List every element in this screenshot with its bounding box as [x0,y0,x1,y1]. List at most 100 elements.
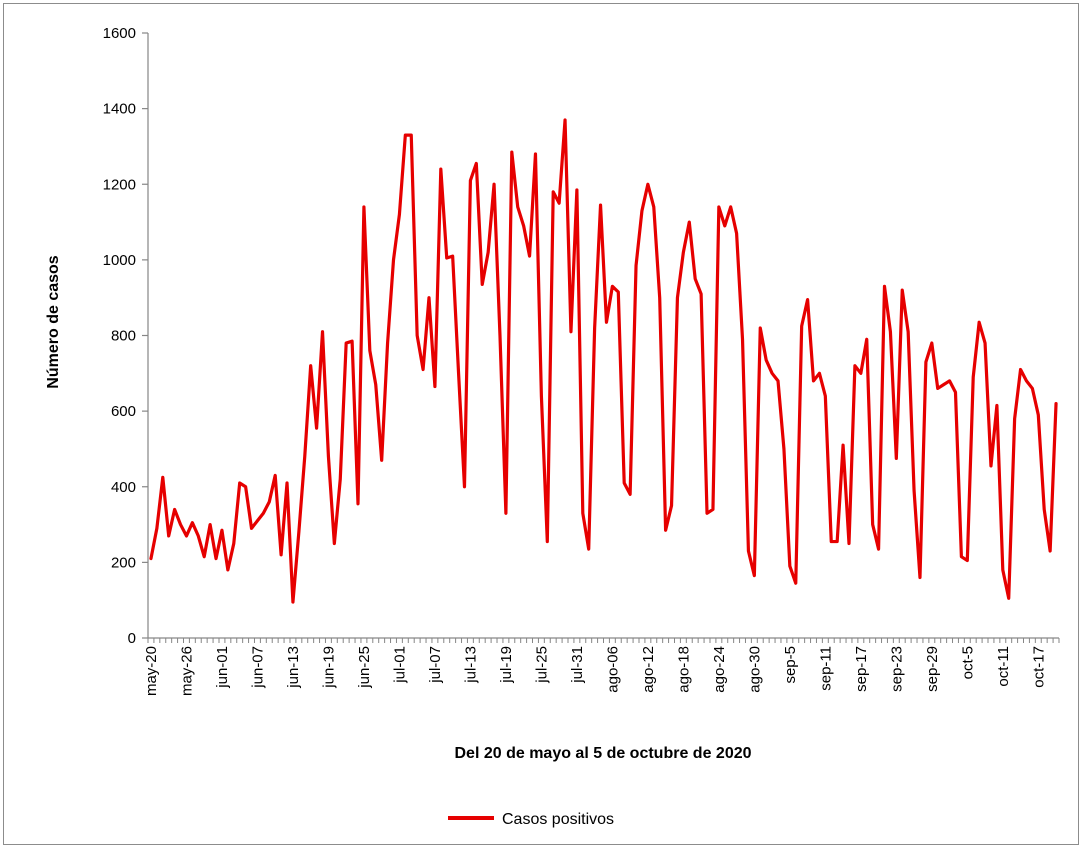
data-point [528,254,531,258]
data-point [557,201,561,205]
data-point [540,394,543,398]
data-point [688,220,691,224]
data-point [847,542,851,545]
data-point [605,321,608,324]
y-tick-label: 0 [128,630,136,647]
data-point [362,205,366,209]
x-tick-label: may-20 [143,646,160,696]
data-point [445,256,448,260]
data-point [995,404,999,407]
data-point [486,251,490,254]
data-point [285,481,289,485]
data-point [575,188,579,192]
x-tick-label: jun-01 [214,646,231,689]
data-point [167,534,170,538]
data-point [522,224,525,228]
data-point [451,254,454,258]
data-point [824,394,827,398]
data-point [256,519,259,522]
data-point [457,372,460,375]
data-point [800,324,803,328]
x-tick-label: sep-29 [924,646,941,692]
y-tick-label: 1000 [103,252,136,269]
data-point [782,447,786,451]
data-point [1001,568,1004,572]
data-point [906,330,910,333]
data-point [238,481,241,485]
x-tick-label: sep-23 [888,646,905,692]
data-point [327,455,330,458]
data-point [350,339,354,343]
data-point [1043,508,1046,511]
x-tick-label: jul-19 [498,646,515,684]
legend: Casos positivos [448,811,614,828]
data-point [912,489,916,492]
y-tick-label: 600 [111,403,136,420]
data-point [321,330,324,333]
data-point [273,474,277,477]
x-tick-label: sep-17 [853,646,870,692]
data-point [812,379,815,383]
x-tick-label: jul-07 [427,646,444,684]
data-point [948,379,951,383]
x-tick-label: jun-13 [285,646,302,689]
data-point [1054,402,1058,405]
x-tick-label: oct-17 [1030,646,1047,688]
y-axis: 0 200 400 600 800 1000 1200 1400 1600 [103,25,149,647]
data-point [498,334,502,337]
x-tick-label: ago-24 [711,646,728,693]
data-point [936,387,939,390]
data-point [640,209,644,212]
data-point [226,568,230,572]
data-point [735,232,738,235]
data-point [776,379,780,383]
x-tick-label: jun-07 [249,646,266,689]
data-point [859,372,863,375]
data-point [711,508,715,511]
x-tick-label: ago-06 [604,646,621,693]
x-tick-label: may-26 [178,646,195,696]
data-point [871,523,874,526]
data-point [339,477,342,481]
data-point [356,502,360,505]
data-point [966,559,969,562]
data-point [427,296,431,299]
data-point [1048,549,1052,553]
data-point [380,459,383,462]
y-tick-label: 1600 [103,25,136,42]
data-point [693,277,697,280]
data-point [185,534,188,538]
data-point [279,553,283,557]
data-point [303,455,306,458]
data-point [924,360,928,364]
data-point [1013,417,1016,420]
data-point [652,205,655,209]
data-point [315,426,318,430]
data-point [208,523,212,526]
data-point [942,383,945,386]
data-point [244,485,247,488]
data-point [410,133,413,137]
x-tick-label: ago-12 [640,646,657,693]
data-point [729,205,732,209]
data-point [634,264,638,267]
data-point [723,224,726,228]
y-tick-label: 200 [111,554,136,571]
data-point [1031,387,1034,390]
data-point [469,179,472,182]
data-point [392,258,395,262]
data-point [398,213,401,216]
data-point [268,500,271,504]
data-point [611,285,614,288]
x-tick-label: jul-25 [533,646,550,684]
data-point [705,512,709,515]
x-tick-label: oct-11 [995,646,1012,687]
x-tick-label: sep-11 [817,646,834,691]
data-point [374,383,377,386]
data-point [563,118,567,122]
data-point [220,529,224,532]
y-tick-label: 1200 [103,176,136,193]
data-point [421,368,425,371]
series-line-casos-positivos [149,118,1058,604]
data-point [232,542,235,545]
